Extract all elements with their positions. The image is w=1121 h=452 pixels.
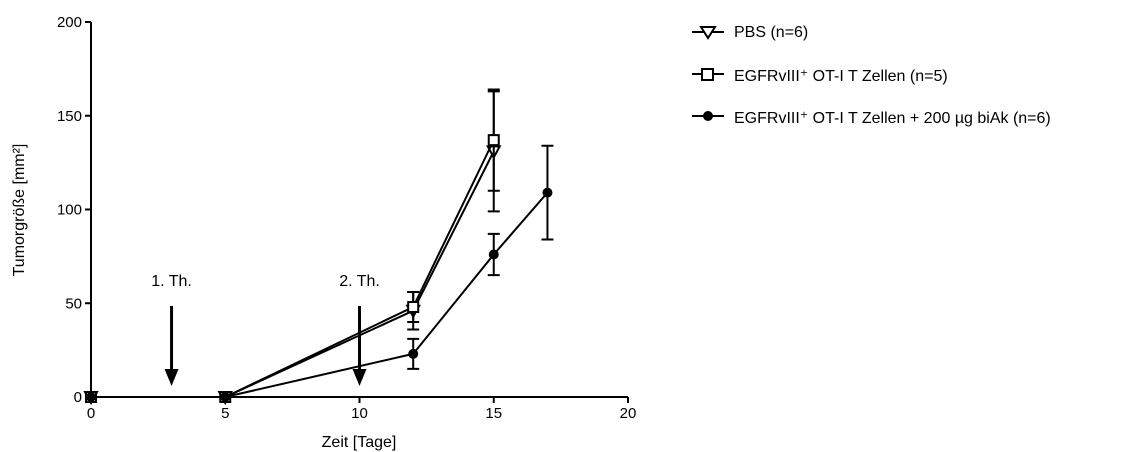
x-tick-label: 0 <box>87 405 95 422</box>
series-1 <box>85 88 500 403</box>
x-tick-label: 10 <box>351 405 368 422</box>
y-axis-label: Tumorgröße [mm²] <box>11 144 28 277</box>
series-0 <box>83 90 502 406</box>
annotation-arrow-head <box>352 369 367 386</box>
y-tick-label: 100 <box>57 202 82 219</box>
y-tick-label: 0 <box>74 389 82 406</box>
annotation-arrow-head <box>164 369 179 386</box>
data-point <box>488 249 499 260</box>
series-line <box>91 191 549 398</box>
triangle-down-marker-icon <box>692 26 724 40</box>
data-point <box>408 348 419 359</box>
series-group <box>83 88 554 406</box>
treatment-annotation: 1. Th. <box>151 273 192 386</box>
data-point <box>86 392 96 402</box>
legend-label: EGFRvIII⁺ OT-I T Zellen + 200 µg biAk (n… <box>734 110 1051 127</box>
data-point <box>542 187 553 198</box>
square-marker-icon <box>692 68 724 81</box>
x-tick-label: 15 <box>485 405 502 422</box>
annotation-label: 1. Th. <box>151 273 192 290</box>
treatment-annotation: 2. Th. <box>339 273 380 386</box>
annotations: 1. Th. 2. Th. <box>151 273 380 386</box>
y-tick-label: 200 <box>57 14 82 31</box>
x-tick-label: 20 <box>620 405 637 422</box>
y-tick-label: 150 <box>57 108 82 125</box>
x-tick-label: 5 <box>221 405 229 422</box>
series-2 <box>86 144 554 402</box>
data-point <box>487 134 500 147</box>
legend-label: EGFRvIII⁺ OT-I T Zellen (n=5) <box>734 68 948 85</box>
legend-label: PBS (n=6) <box>734 24 809 41</box>
circle-marker-icon <box>692 111 724 121</box>
y-tick-label: 50 <box>65 295 82 312</box>
series-line <box>91 139 495 398</box>
data-point <box>220 392 231 402</box>
data-point <box>407 301 420 313</box>
annotation-label: 2. Th. <box>339 273 380 290</box>
x-axis-label: Zeit [Tage] <box>322 434 397 451</box>
